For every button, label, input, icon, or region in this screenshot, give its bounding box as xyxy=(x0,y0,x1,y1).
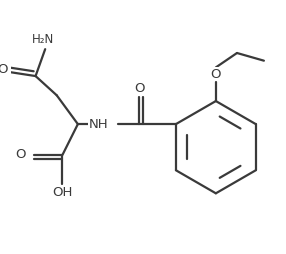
Text: OH: OH xyxy=(52,186,73,199)
Text: H₂N: H₂N xyxy=(32,33,54,46)
Text: NH: NH xyxy=(89,118,109,131)
Text: O: O xyxy=(15,148,26,161)
Text: O: O xyxy=(210,68,221,81)
Text: O: O xyxy=(134,82,145,95)
Text: O: O xyxy=(0,63,8,76)
